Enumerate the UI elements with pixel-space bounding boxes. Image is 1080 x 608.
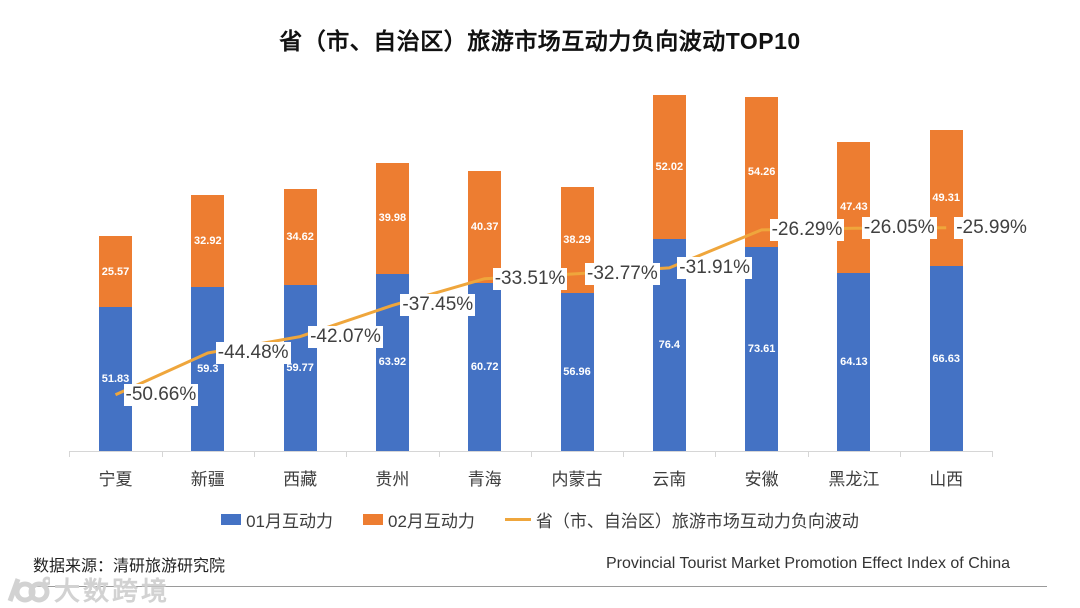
legend-label-trend: 省（市、自治区）旅游市场互动力负向波动 (535, 512, 859, 531)
x-axis-label: 黑龙江 (828, 470, 880, 489)
x-axis-label: 安徽 (744, 470, 779, 489)
x-axis-tick (69, 451, 71, 457)
legend-swatch-feb (363, 514, 383, 525)
trend-point-label: -37.45% (400, 294, 476, 317)
bar-jan-value-label: 64.13 (840, 356, 868, 369)
legend-swatch-trend-line (504, 518, 531, 521)
x-axis-tick (623, 451, 625, 457)
bar-feb-value-label: 39.98 (378, 212, 407, 225)
trend-point-label: -33.51% (492, 267, 568, 290)
bar-feb-value-label: 25.57 (101, 265, 130, 278)
x-axis-tick (530, 451, 532, 457)
x-axis-label: 西藏 (283, 470, 318, 489)
x-axis-label: 山西 (929, 470, 964, 489)
chart-legend: 01月互动力 02月互动力 省（市、自治区）旅游市场互动力负向波动 (0, 507, 1080, 532)
x-axis-tick (438, 451, 440, 457)
trend-point-label: -50.66% (123, 383, 199, 406)
bar-feb-value-label: 54.26 (747, 165, 776, 178)
x-axis-label: 贵州 (375, 470, 410, 489)
x-axis-tick (900, 451, 902, 457)
bar-feb-value-label: 32.92 (194, 234, 222, 247)
trend-point-label: -31.91% (677, 256, 753, 279)
bar-jan-value-label: 66.63 (932, 352, 960, 365)
legend-item-jan: 01月互动力 (221, 507, 333, 532)
bar-jan-value-label: 76.4 (658, 339, 681, 352)
bar-jan-value-label: 56.96 (563, 366, 591, 379)
bar-feb-segment (652, 95, 686, 240)
chart-title: 省（市、自治区）旅游市场互动力负向波动TOP10 (279, 28, 801, 54)
x-axis-label: 青海 (467, 470, 502, 489)
x-axis-tick (346, 451, 348, 457)
x-axis-tick (807, 451, 809, 457)
watermark-text: 大数跨境 (54, 576, 171, 606)
legend-label-feb: 02月互动力 (388, 512, 475, 531)
trend-point-label: -25.99% (954, 216, 1029, 239)
legend-item-trend: 省（市、自治区）旅游市场互动力负向波动 (504, 507, 859, 532)
data-source-text: 数据来源：清研旅游研究院 (33, 558, 226, 575)
legend-swatch-jan (221, 514, 242, 525)
x-axis-tick (715, 451, 717, 457)
footer-divider (33, 586, 1047, 587)
trend-point-label: -44.48% (215, 341, 291, 364)
x-axis-tick (992, 451, 994, 457)
x-axis-tick (253, 451, 255, 457)
bar-feb-value-label: 34.62 (286, 231, 314, 244)
bar-jan-value-label: 59.3 (197, 362, 219, 375)
watermark-logo-icon (4, 576, 52, 604)
x-axis-label: 宁夏 (98, 470, 133, 489)
trend-point-label: -32.77% (585, 262, 660, 285)
bar-feb-value-label: 49.31 (932, 191, 960, 204)
trend-point-label: -42.07% (308, 325, 383, 348)
x-axis-label: 内蒙古 (551, 470, 603, 489)
trend-point-label: -26.05% (861, 217, 937, 240)
bar-feb-value-label: 47.43 (840, 201, 868, 214)
bar-feb-value-label: 40.37 (470, 220, 499, 233)
bar-jan-value-label: 73.61 (747, 342, 776, 355)
footer-note-english: Provincial Tourist Market Promotion Effe… (605, 555, 1010, 572)
bar-jan-value-label: 59.77 (286, 362, 314, 375)
bar-jan-value-label: 60.72 (470, 360, 499, 373)
x-axis-label: 云南 (652, 470, 687, 489)
bar-feb-value-label: 52.02 (655, 161, 684, 174)
bar-jan-value-label: 63.92 (378, 356, 407, 369)
legend-item-feb: 02月互动力 (363, 507, 475, 532)
legend-label-jan: 01月互动力 (246, 512, 333, 531)
trend-line (114, 226, 947, 397)
watermark: 大数跨境 (4, 571, 170, 608)
trend-point-label: -26.29% (769, 218, 845, 241)
bar-feb-value-label: 38.29 (563, 234, 591, 247)
x-axis-label: 新疆 (190, 470, 225, 489)
x-axis-tick (161, 451, 163, 457)
